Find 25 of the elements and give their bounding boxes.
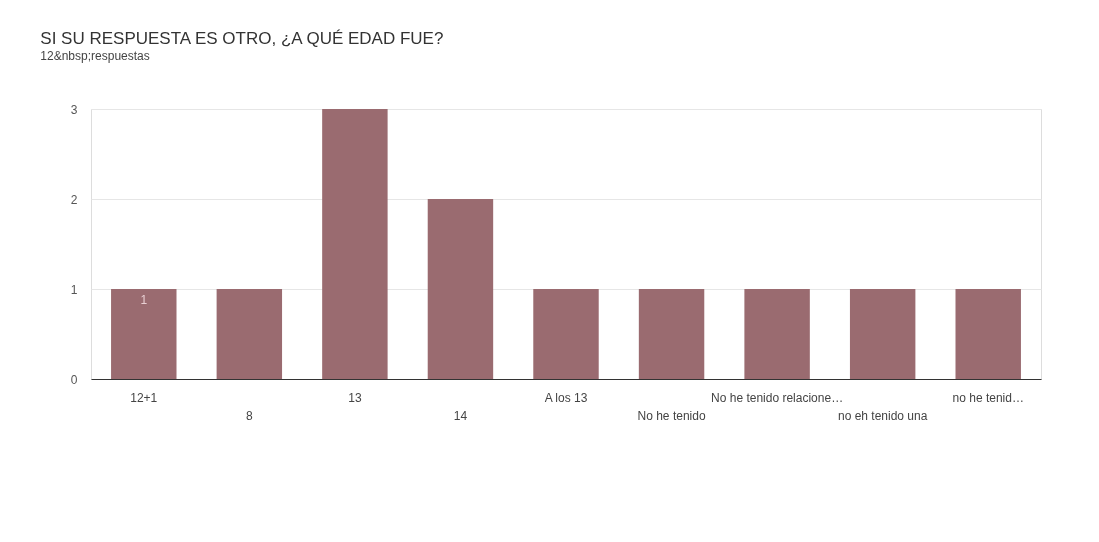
bar [638, 289, 705, 379]
chart-subtitle: 12&nbsp;respuestas [40, 49, 150, 63]
bar [322, 109, 388, 379]
bar [427, 199, 494, 379]
x-tick-label: A los 13 [544, 391, 588, 405]
x-tick-label: 12+1 [130, 391, 158, 405]
x-tick-label: no he tenid… [952, 391, 1024, 405]
y-tick-label: 0 [70, 372, 78, 387]
y-tick-label: 1 [70, 282, 78, 297]
bar [111, 289, 177, 379]
bar [849, 289, 916, 379]
y-tick-label: 3 [70, 102, 78, 117]
x-tick-label: No he tenido relacione… [711, 391, 844, 405]
bar [955, 289, 1021, 379]
bar [744, 289, 810, 379]
chart-title: SI SU RESPUESTA ES OTRO, ¿A QUÉ EDAD FUE? [40, 29, 444, 48]
x-tick-label: 13 [348, 391, 362, 405]
y-tick-label: 2 [70, 192, 78, 207]
x-tick-label: 8 [245, 409, 253, 423]
bar [216, 289, 283, 379]
data-label: 1 [140, 293, 148, 307]
x-tick-label: no eh tenido una [837, 409, 928, 423]
x-tick-label: 14 [453, 409, 468, 423]
x-tick-label: No he tenido [637, 409, 706, 423]
bar [533, 289, 599, 379]
